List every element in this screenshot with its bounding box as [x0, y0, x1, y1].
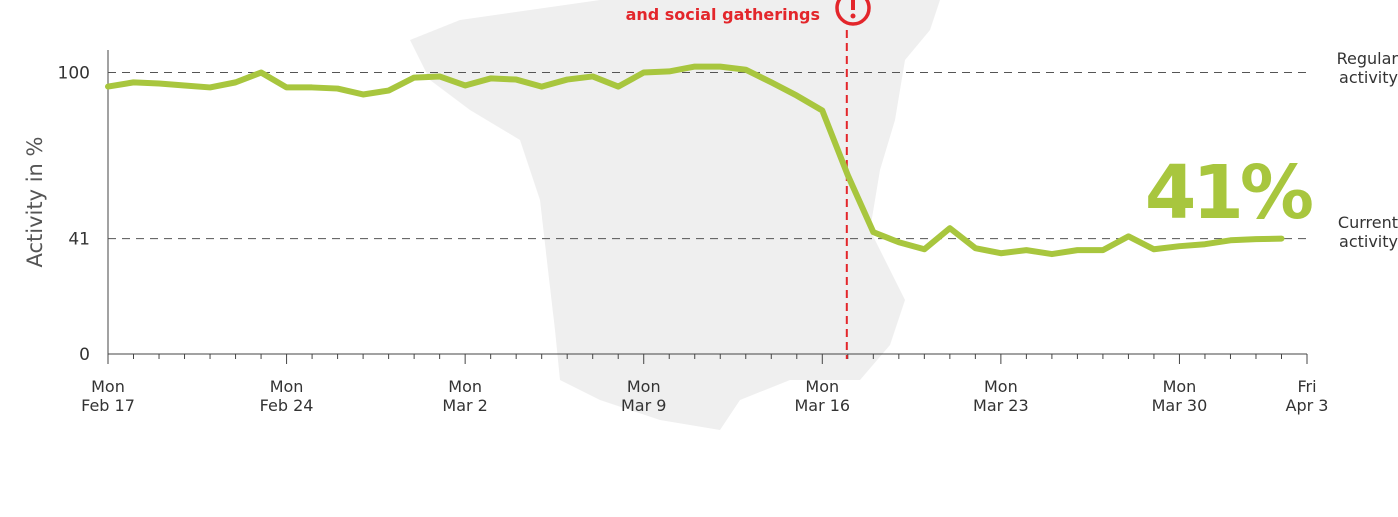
x-tick-label: Mon Mar 30	[1151, 377, 1208, 415]
event-label: and social gatherings	[626, 5, 820, 24]
current-value: 41%	[1145, 150, 1312, 236]
y-tick-label: 100	[58, 64, 90, 84]
map-background	[410, 0, 940, 430]
alert-icon	[835, 0, 871, 26]
x-tick-label: Fri Apr 3	[1285, 377, 1329, 415]
x-tick-label: Mon Feb 17	[81, 377, 135, 415]
x-tick-label: Mon Mar 23	[973, 377, 1029, 415]
current-label: Current activity	[1337, 213, 1398, 251]
y-tick-label: 41	[68, 230, 90, 250]
alert-mark	[851, 0, 855, 10]
x-tick-label: Mon Mar 16	[794, 377, 851, 415]
x-tick-label: Mon Mar 9	[620, 377, 667, 415]
x-tick-label: Mon Mar 2	[442, 377, 488, 415]
y-tick-label: 0	[79, 345, 90, 365]
line-series	[105, 63, 1285, 258]
y-axis-label: Activity in %	[23, 137, 47, 268]
alert-dot	[850, 13, 856, 19]
regular-label: Regular activity	[1336, 49, 1398, 87]
x-tick-label: Mon Feb 24	[259, 377, 314, 415]
